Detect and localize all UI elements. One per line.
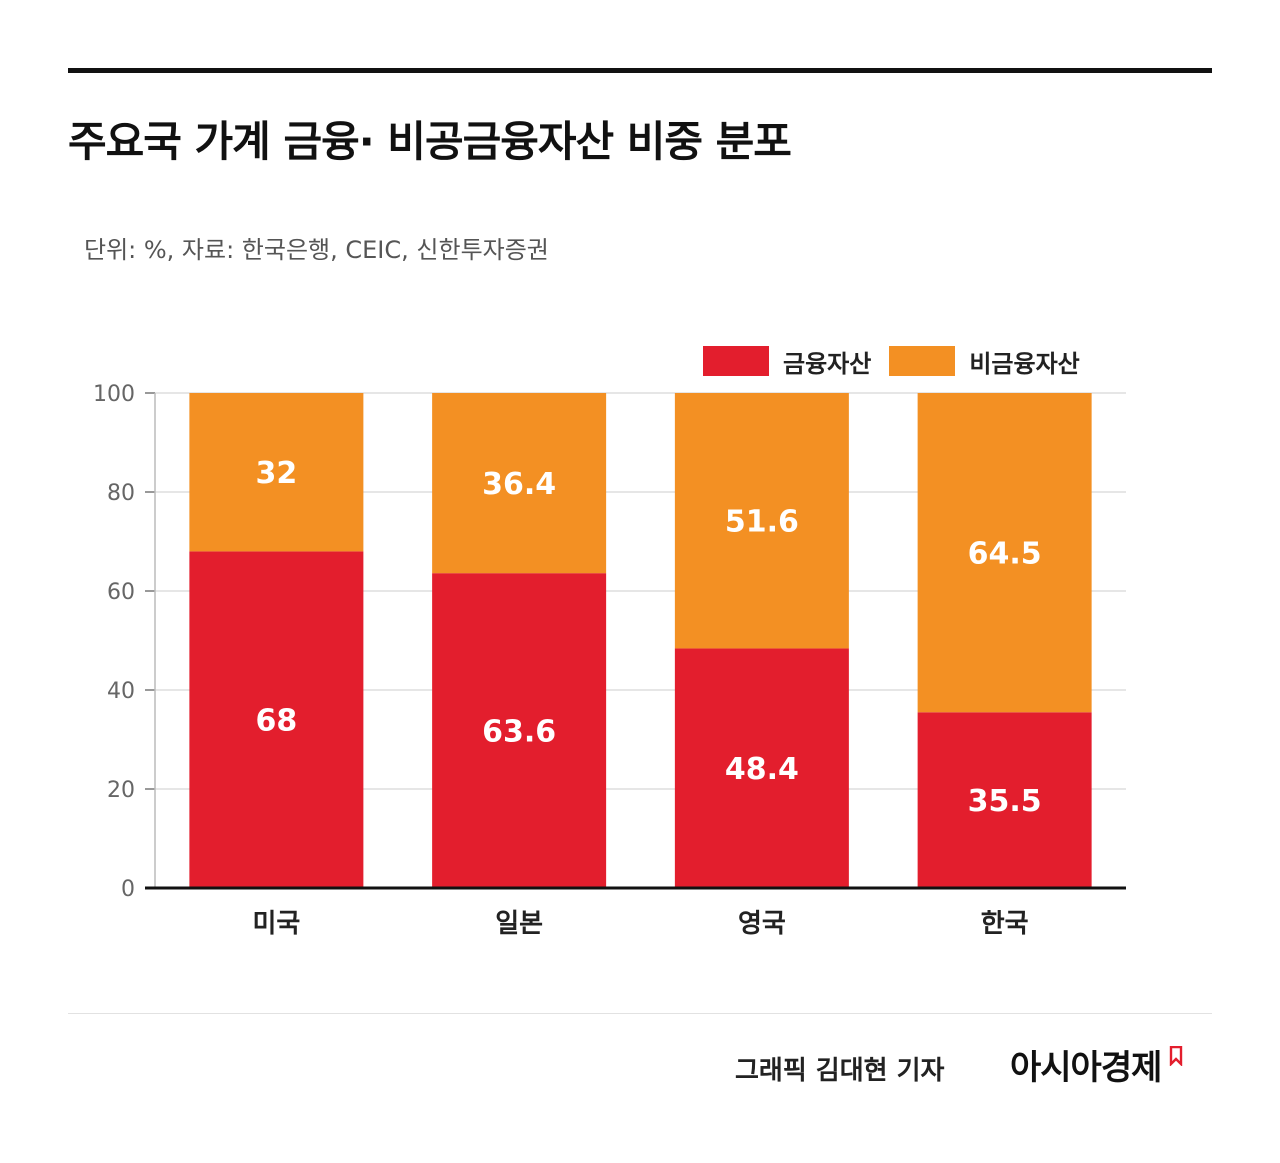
y-tick-label-100: 100 <box>93 382 135 407</box>
bookmark-logo-icon <box>1170 1046 1183 1066</box>
legend-label-nonfinancial: 비금융자산 <box>969 349 1080 378</box>
data-label-financial-1: 63.6 <box>482 715 556 750</box>
chart-title: 주요국 가계 금융· 비공금융자산 비중 분포 <box>68 117 792 166</box>
y-tick-label-60: 60 <box>107 580 135 605</box>
legend: 금융자산 비금융자산 <box>703 344 1098 379</box>
x-tick-label-1: 일본 <box>495 909 543 939</box>
legend-item-nonfinancial: 비금융자산 <box>889 344 1080 379</box>
x-tick-label-0: 미국 <box>252 909 300 939</box>
bar-nonfinancial-0 <box>189 393 364 552</box>
bar-financial-3 <box>917 712 1092 888</box>
top-rule <box>68 68 1212 73</box>
legend-swatch-nonfinancial <box>889 346 956 376</box>
y-tick-label-40: 40 <box>107 679 135 704</box>
bar-nonfinancial-3 <box>917 393 1092 713</box>
x-tick-label-3: 한국 <box>981 909 1029 939</box>
data-label-nonfinancial-2: 51.6 <box>725 505 799 540</box>
bar-financial-1 <box>432 573 607 888</box>
y-tick-label-20: 20 <box>107 778 135 803</box>
data-label-nonfinancial-0: 32 <box>256 456 298 491</box>
legend-swatch-financial <box>703 346 769 376</box>
data-label-financial-2: 48.4 <box>725 752 799 787</box>
brand-name: 아시아경제 <box>1010 1048 1162 1088</box>
y-tick-label-0: 0 <box>121 877 135 902</box>
chart-subtitle: 단위: %, 자료: 한국은행, CEIC, 신한투자증권 <box>84 236 549 264</box>
data-label-financial-0: 68 <box>256 704 298 739</box>
y-tick-label-80: 80 <box>107 481 135 506</box>
data-label-nonfinancial-1: 36.4 <box>482 467 556 502</box>
brand: 아시아경제 <box>1010 1040 1183 1089</box>
legend-label-financial: 금융자산 <box>783 349 872 378</box>
data-label-financial-3: 35.5 <box>968 784 1042 819</box>
data-label-nonfinancial-3: 64.5 <box>968 537 1042 572</box>
legend-item-financial: 금융자산 <box>703 344 871 379</box>
footer-rule <box>68 1013 1212 1014</box>
bar-nonfinancial-1 <box>432 393 607 574</box>
stacked-bar-chart: 0 20 40 60 80 100 68 32 미국 63.6 36.4 일본 48.4 51.6 영국 35… <box>93 382 1126 939</box>
graphic-credit: 그래픽 김대현 기자 <box>735 1056 945 1086</box>
bar-financial-0 <box>189 551 364 888</box>
bar-financial-2 <box>674 648 849 888</box>
bar-nonfinancial-2 <box>674 393 849 649</box>
x-tick-label-2: 영국 <box>738 909 786 939</box>
